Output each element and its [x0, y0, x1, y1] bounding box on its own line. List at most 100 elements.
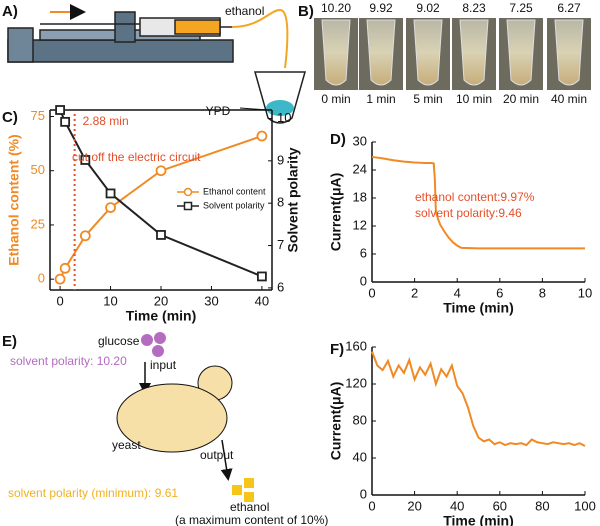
polarity-label: 6.27 — [557, 1, 581, 15]
point — [105, 188, 116, 199]
y2-tick-label: 6 — [277, 279, 284, 294]
polarity-label: 9.02 — [416, 1, 440, 15]
y2-tick-label: 8 — [277, 195, 284, 210]
x-tick-label: 20 — [407, 498, 421, 513]
y-axis-title: Ethanol content (%) — [6, 134, 22, 265]
time-label: 0 min — [321, 92, 350, 106]
time-label: 1 min — [366, 92, 395, 106]
point — [79, 230, 91, 242]
tube — [459, 19, 489, 86]
tube — [506, 19, 536, 86]
polarity-label: 7.25 — [509, 1, 533, 15]
panel-label: C) — [2, 109, 18, 126]
x-tick-label: 6 — [496, 285, 503, 300]
output-polarity: solvent polarity (minimum): 9.61 — [8, 486, 178, 500]
x-tick-label: 2 — [411, 285, 418, 300]
point — [54, 273, 66, 285]
y-tick-label: 40 — [353, 449, 367, 464]
time-label: 5 min — [413, 92, 442, 106]
point — [59, 262, 71, 274]
y-tick-label: 50 — [31, 162, 45, 177]
tube-label: YPD — [206, 104, 231, 118]
cutoff-label: 2.88 min — [83, 114, 129, 128]
x-tick-label: 0 — [368, 285, 375, 300]
input-label: input — [150, 358, 177, 372]
polarity-label: 10.20 — [321, 1, 351, 15]
x-tick-label: 20 — [154, 293, 168, 308]
x-tick-label: 0 — [56, 293, 63, 308]
y-tick-label: 0 — [360, 486, 367, 501]
point — [60, 116, 71, 127]
panel-label: F) — [330, 341, 344, 358]
y-tick-label: 25 — [31, 216, 45, 231]
time-label: 10 min — [456, 92, 492, 106]
time-label: 20 min — [503, 92, 539, 106]
x-tick-label: 10 — [578, 285, 592, 300]
y-axis-title: Current(μA) — [328, 173, 344, 252]
panel-label: A) — [2, 3, 18, 20]
polarity-label: 9.92 — [369, 1, 393, 15]
x-tick-label: 60 — [493, 498, 507, 513]
panel-label: E) — [2, 333, 17, 350]
annotation: ethanol content:9.97% — [415, 190, 535, 204]
x-tick-label: 30 — [204, 293, 218, 308]
polarity-label: 8.23 — [462, 1, 486, 15]
point — [80, 155, 91, 165]
time-label: 40 min — [551, 92, 587, 106]
legend-label: Ethanol content — [203, 186, 266, 196]
legend-marker — [183, 201, 193, 211]
point — [256, 130, 268, 142]
x-tick-label: 40 — [450, 498, 464, 513]
annotation: solvent polarity:9.46 — [415, 206, 522, 220]
x-tick-label: 80 — [535, 498, 549, 513]
tube-photos: 10.20 0 min 9.92 1 min 9.02 5 min 8.23 10 min 7.… — [314, 1, 591, 106]
x-tick-label: 0 — [368, 498, 375, 513]
input-polarity: solvent polarity: 10.20 — [10, 354, 127, 368]
x-axis-title: Time (min) — [443, 513, 514, 526]
y-tick-label: 30 — [353, 133, 367, 148]
x-tick-label: 8 — [539, 285, 546, 300]
series-line — [371, 155, 585, 250]
y2-tick-label: 9 — [277, 152, 284, 167]
point — [156, 230, 166, 240]
tube — [554, 19, 584, 86]
point — [257, 271, 267, 282]
y-tick-label: 24 — [353, 161, 367, 176]
cell-label: yeast — [112, 438, 141, 452]
y-tick-label: 80 — [353, 412, 367, 427]
panel-label: D) — [330, 131, 346, 148]
x-tick-label: 4 — [454, 285, 461, 300]
x-axis-title: Time (min) — [126, 308, 197, 324]
x-tick-label: 40 — [255, 293, 269, 308]
x-tick-label: 100 — [574, 498, 596, 513]
y-tick-label: 160 — [345, 338, 367, 353]
y2-tick-label: 10 — [277, 110, 291, 125]
x-axis-title: Time (min) — [443, 300, 514, 316]
tube — [321, 19, 351, 86]
input-name: glucose — [98, 334, 140, 348]
output-label: output — [200, 448, 234, 462]
y-tick-label: 18 — [353, 189, 367, 204]
syringe-label: ethanol — [225, 4, 264, 18]
legend-label: Solvent polarity — [203, 200, 265, 210]
legend-marker — [183, 187, 193, 197]
tube — [413, 19, 443, 86]
point — [105, 202, 116, 213]
yeast-diagram — [116, 332, 254, 502]
point — [55, 105, 65, 115]
y-tick-label: 120 — [345, 375, 367, 390]
y-axis-title: Current(μA) — [328, 382, 344, 461]
x-tick-label: 10 — [103, 293, 117, 308]
panel-label: B) — [298, 3, 314, 20]
point — [155, 165, 167, 177]
output-note: (a maximum content of 10%) — [175, 513, 328, 526]
tube — [366, 19, 396, 86]
y2-tick-label: 7 — [277, 237, 284, 252]
y2-axis-title: Solvent polarity — [285, 147, 301, 252]
y-tick-label: 0 — [360, 273, 367, 288]
y-tick-label: 75 — [31, 108, 45, 123]
series-line — [371, 351, 586, 447]
syringe-pump — [7, 8, 306, 124]
annotation: cut off the electric circuit — [72, 150, 201, 164]
